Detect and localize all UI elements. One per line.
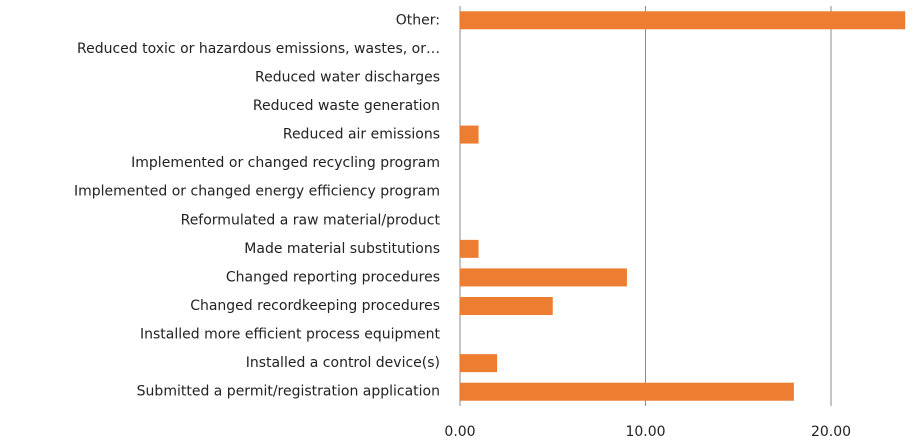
x-tick-label: 0.00 [444, 424, 475, 440]
y-tick-label: Submitted a permit/registration applicat… [137, 384, 440, 400]
y-tick-label: Reduced waste generation [253, 98, 440, 114]
y-tick-label: Installed a control device(s) [246, 355, 440, 371]
bar [460, 239, 479, 258]
y-tick-label: Reformulated a raw material/product [181, 212, 441, 228]
y-tick-label: Reduced toxic or hazardous emissions, wa… [77, 41, 440, 57]
y-tick-label: Implemented or changed recycling program [131, 155, 440, 171]
bar [460, 268, 627, 287]
y-tick-label: Reduced water discharges [255, 69, 440, 85]
y-tick-label: Other: [396, 12, 440, 28]
y-tick-label: Changed recordkeeping procedures [190, 298, 440, 314]
bar [460, 11, 906, 30]
y-tick-label: Implemented or changed energy efficiency… [74, 184, 440, 200]
y-tick-label: Made material substitutions [244, 241, 440, 257]
bar [460, 354, 498, 373]
bar [460, 297, 553, 315]
x-tick-label: 10.00 [625, 424, 665, 440]
bar [460, 125, 479, 144]
y-tick-label: Changed reporting procedures [226, 269, 440, 285]
bar [460, 382, 794, 401]
y-tick-label: Reduced air emissions [283, 127, 440, 143]
x-tick-label: 20.00 [811, 424, 851, 440]
y-tick-label: Installed more efficient process equipme… [140, 327, 440, 343]
